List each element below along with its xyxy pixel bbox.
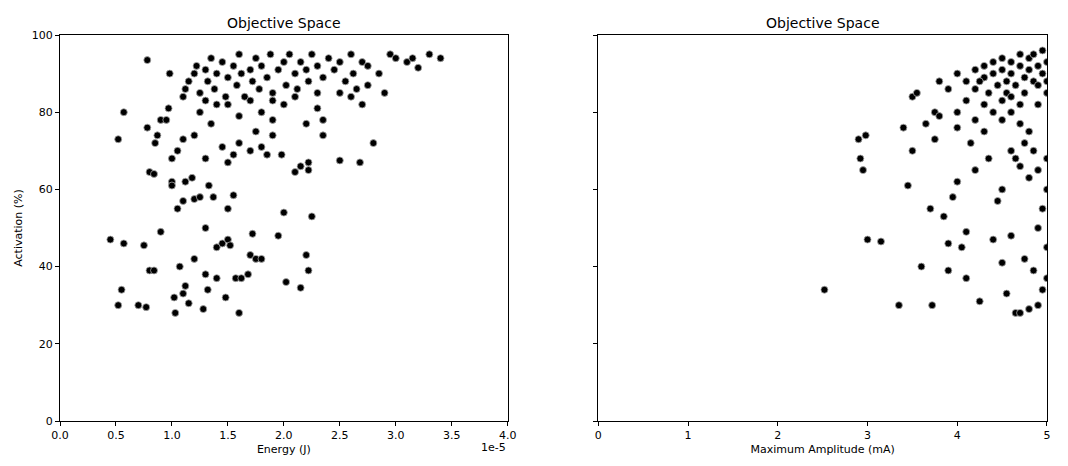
- svg-text:0.5: 0.5: [107, 429, 125, 442]
- svg-text:1: 1: [685, 429, 692, 442]
- svg-text:1e-5: 1e-5: [481, 441, 506, 454]
- svg-text:3.0: 3.0: [387, 429, 405, 442]
- svg-text:0: 0: [46, 415, 53, 428]
- svg-text:0.0: 0.0: [51, 429, 69, 442]
- svg-text:Maximum Amplitude (mA): Maximum Amplitude (mA): [750, 443, 894, 456]
- svg-text:4.0: 4.0: [499, 429, 517, 442]
- svg-text:4: 4: [954, 429, 961, 442]
- svg-text:40: 40: [39, 260, 53, 273]
- svg-text:80: 80: [39, 106, 53, 119]
- svg-text:2.0: 2.0: [275, 429, 293, 442]
- svg-text:Objective Space: Objective Space: [227, 15, 341, 31]
- svg-text:Activation (%): Activation (%): [12, 189, 25, 267]
- svg-text:Energy (J): Energy (J): [257, 443, 311, 456]
- svg-text:1.0: 1.0: [163, 429, 181, 442]
- svg-text:20: 20: [39, 338, 53, 351]
- svg-text:0: 0: [595, 429, 602, 442]
- svg-text:100: 100: [32, 29, 53, 42]
- svg-text:5: 5: [1043, 429, 1050, 442]
- svg-text:3.5: 3.5: [443, 429, 461, 442]
- svg-text:60: 60: [39, 183, 53, 196]
- svg-text:3: 3: [864, 429, 871, 442]
- svg-text:1.5: 1.5: [219, 429, 237, 442]
- svg-text:2.5: 2.5: [331, 429, 349, 442]
- svg-text:2: 2: [774, 429, 781, 442]
- svg-text:Objective Space: Objective Space: [766, 15, 880, 31]
